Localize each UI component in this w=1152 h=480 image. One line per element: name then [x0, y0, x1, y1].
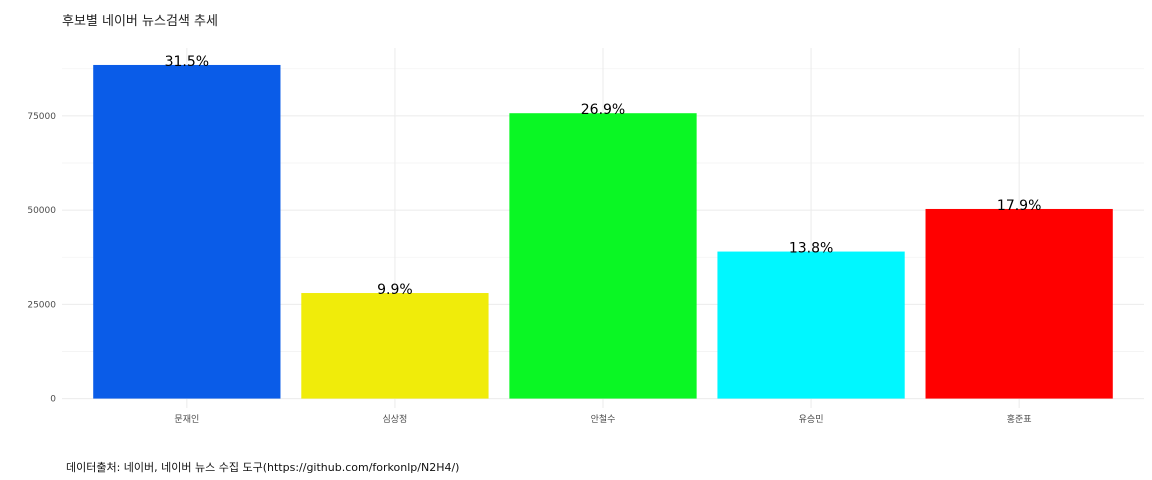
y-tick-label: 50000	[27, 206, 56, 216]
chart-title: 후보별 네이버 뉴스검색 추세	[62, 14, 218, 29]
y-tick-label: 25000	[27, 300, 56, 310]
x-tick-label: 안철수	[591, 414, 616, 425]
bar	[509, 113, 697, 399]
data-label: 31.5%	[165, 54, 209, 70]
bar	[717, 251, 905, 399]
data-label: 17.9%	[997, 198, 1041, 214]
y-tick-label: 75000	[27, 112, 56, 122]
chart-caption: 데이터출처: 네이버, 네이버 뉴스 수집 도구(https://github.…	[66, 461, 460, 474]
x-tick-label: 유승민	[799, 414, 824, 425]
ticks-layer: 0 25000 50000 75000 문재인 심상정 안철수 유승민 홍준표	[27, 112, 1031, 425]
bar	[925, 208, 1113, 399]
bar	[301, 293, 489, 399]
data-label: 13.8%	[789, 241, 833, 257]
x-tick-label: 홍준표	[1007, 413, 1032, 425]
bar	[93, 64, 281, 399]
data-label: 9.9%	[377, 282, 413, 298]
y-tick-label: 0	[50, 395, 56, 405]
x-tick-label: 문재인	[174, 414, 199, 425]
labels-layer: 31.5% 9.9% 26.9% 13.8% 17.9%	[165, 54, 1042, 298]
bars-layer	[93, 64, 1113, 399]
data-label: 26.9%	[581, 102, 625, 118]
x-tick-label: 심상정	[383, 414, 408, 425]
